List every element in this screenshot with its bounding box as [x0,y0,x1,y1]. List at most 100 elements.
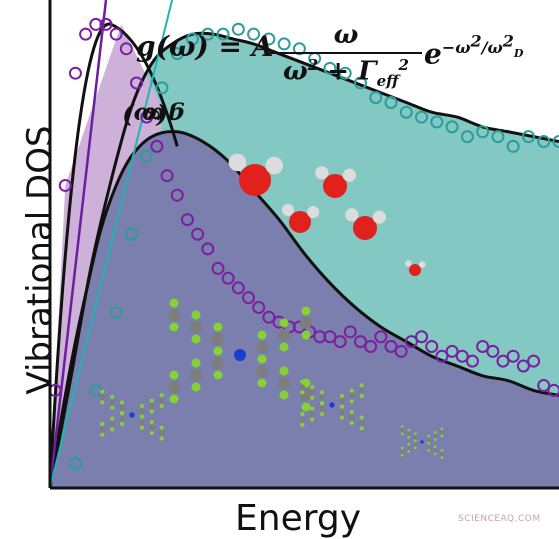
small-cation-1-c-1-1 [139,409,144,414]
small-cation-2-f1-3-3 [360,416,364,420]
equation-numerator: ω [270,20,422,50]
equation-fraction: ω ω2 + Γeff2 [270,20,422,90]
large-cation-f2-2-3 [170,395,179,404]
small-cation-2-c-1-3 [359,388,364,393]
equation-fraction-bar [270,52,422,54]
large-cation-f2-3-3 [302,403,311,412]
small-cation-3-c-2-3 [400,450,404,454]
small-cation-3-n [420,440,424,444]
small-cation-3-f2-1-3 [440,435,443,438]
small-cation-1-f2-3-1 [140,426,144,430]
small-cation-3-f1-2-2 [407,443,410,446]
small-cation-1-n [129,412,134,417]
small-cation-3-f1-3-3 [440,449,443,452]
small-cation-2-f2-0-2 [310,396,314,400]
small-cation-2-f2-2-3 [300,423,304,427]
large-cation-f2-3-2 [280,391,289,400]
water-hydrogen-a-4 [405,260,412,267]
small-cation-2-f2-0-3 [300,390,304,394]
large-cation-c-3-2 [278,377,290,389]
small-cation-1-f2-3-3 [160,436,164,440]
small-cation-1-f2-1-3 [160,404,164,408]
small-cation-1-f1-0-3 [100,390,104,394]
large-cation-f1-1-1 [258,331,267,340]
equation-exponential: e−ω2/ω2D [424,32,523,71]
small-cation-3-f1-1-3 [440,427,443,430]
large-cation-c-0-1 [212,333,224,345]
water-hydrogen-b-4 [419,261,426,268]
small-cation-3-f2-0-3 [401,432,404,435]
small-cation-2-f1-3-2 [350,410,354,414]
small-cation-2-c-0-1 [319,395,324,400]
small-cation-1-f1-2-2 [110,417,114,421]
large-cation-c-2-1 [212,357,224,369]
small-cation-3-f2-3-3 [440,456,443,459]
water-hydrogen-a-1 [315,166,328,179]
small-cation-3-c-1-3 [440,431,444,435]
large-cation-f1-0-3 [170,299,179,308]
small-cation-1-f1-3-1 [140,415,144,419]
water-hydrogen-a-3 [345,208,358,221]
small-cation-2-c-0-2 [310,390,315,395]
water-hydrogen-a-0 [229,154,247,172]
small-cation-2-f2-3-1 [340,416,344,420]
small-cation-1-c-3-2 [149,425,154,430]
large-cation-f2-2-1 [214,371,223,380]
large-cation-f1-3-2 [280,367,289,376]
small-cation-1-f2-2-2 [110,427,114,431]
small-cation-2-f1-3-1 [340,405,344,409]
large-cation-f1-1-3 [302,307,311,316]
small-cation-3-c-3-2 [433,449,437,453]
small-cation-3-f1-1-2 [434,431,437,434]
small-cation-3-c-1-1 [427,438,431,442]
small-cation-2-f2-2-2 [310,417,314,421]
large-cation-c-2-2 [190,369,202,381]
small-cation-3-f2-3-2 [434,453,437,456]
small-cation-1-f1-3-2 [150,420,154,424]
small-cation-2-f1-1-2 [350,389,354,393]
equation-denominator: ω2 + Γeff2 [270,56,422,90]
water-hydrogen-b-3 [373,211,386,224]
small-cation-3-f2-2-3 [401,454,404,457]
small-cation-2-c-2-3 [300,417,305,422]
small-cation-2-f2-3-3 [360,426,364,430]
small-cation-3-c-3-1 [427,445,431,449]
small-cation-3-f2-3-1 [427,449,430,452]
small-cation-3-f1-3-1 [427,442,430,445]
small-cation-3-c-0-1 [414,435,418,439]
small-cation-3-f2-1-2 [434,438,437,441]
small-cation-1-f1-1-3 [160,393,164,397]
small-cation-1-f1-3-3 [160,426,164,430]
small-cation-3-f1-3-2 [434,445,437,448]
small-cation-3-f2-0-2 [407,436,410,439]
large-cation-f2-2-2 [192,383,201,392]
small-cation-3-f1-1-1 [427,435,430,438]
water-hydrogen-b-1 [343,169,356,182]
small-cation-2-f1-0-3 [300,380,304,384]
water-hydrogen-b-2 [307,206,319,218]
water-hydrogen-b-0 [265,157,283,175]
small-cation-3-f2-2-2 [407,450,410,453]
large-cation-c-0-2 [190,321,202,333]
large-cation-f1-1-2 [280,319,289,328]
small-cation-1-c-1-2 [149,403,154,408]
large-cation-c-1-3 [300,317,312,329]
large-cation-f2-0-2 [192,335,201,344]
small-cation-1-c-0-1 [119,405,124,410]
small-cation-2-c-2-1 [319,406,324,411]
small-cation-2-f2-2-1 [320,412,324,416]
small-cation-3-f1-2-1 [414,439,417,442]
large-cation-n [234,349,246,361]
low-frequency-label: g(ω) ∝ ω [58,6,98,156]
small-cation-1-f2-0-3 [100,400,104,404]
small-cation-1-c-1-3 [159,398,164,403]
small-cation-2-f1-2-1 [320,401,324,405]
small-cation-3-c-2-1 [414,443,418,447]
large-cation-c-1-2 [278,329,290,341]
small-cation-1-f1-0-2 [110,395,114,399]
small-cation-1-f2-3-2 [150,431,154,435]
small-cation-1-f2-2-1 [120,422,124,426]
small-cation-2-f2-3-2 [350,421,354,425]
small-cation-2-c-1-2 [349,393,354,398]
small-cation-2-f1-2-2 [310,407,314,411]
